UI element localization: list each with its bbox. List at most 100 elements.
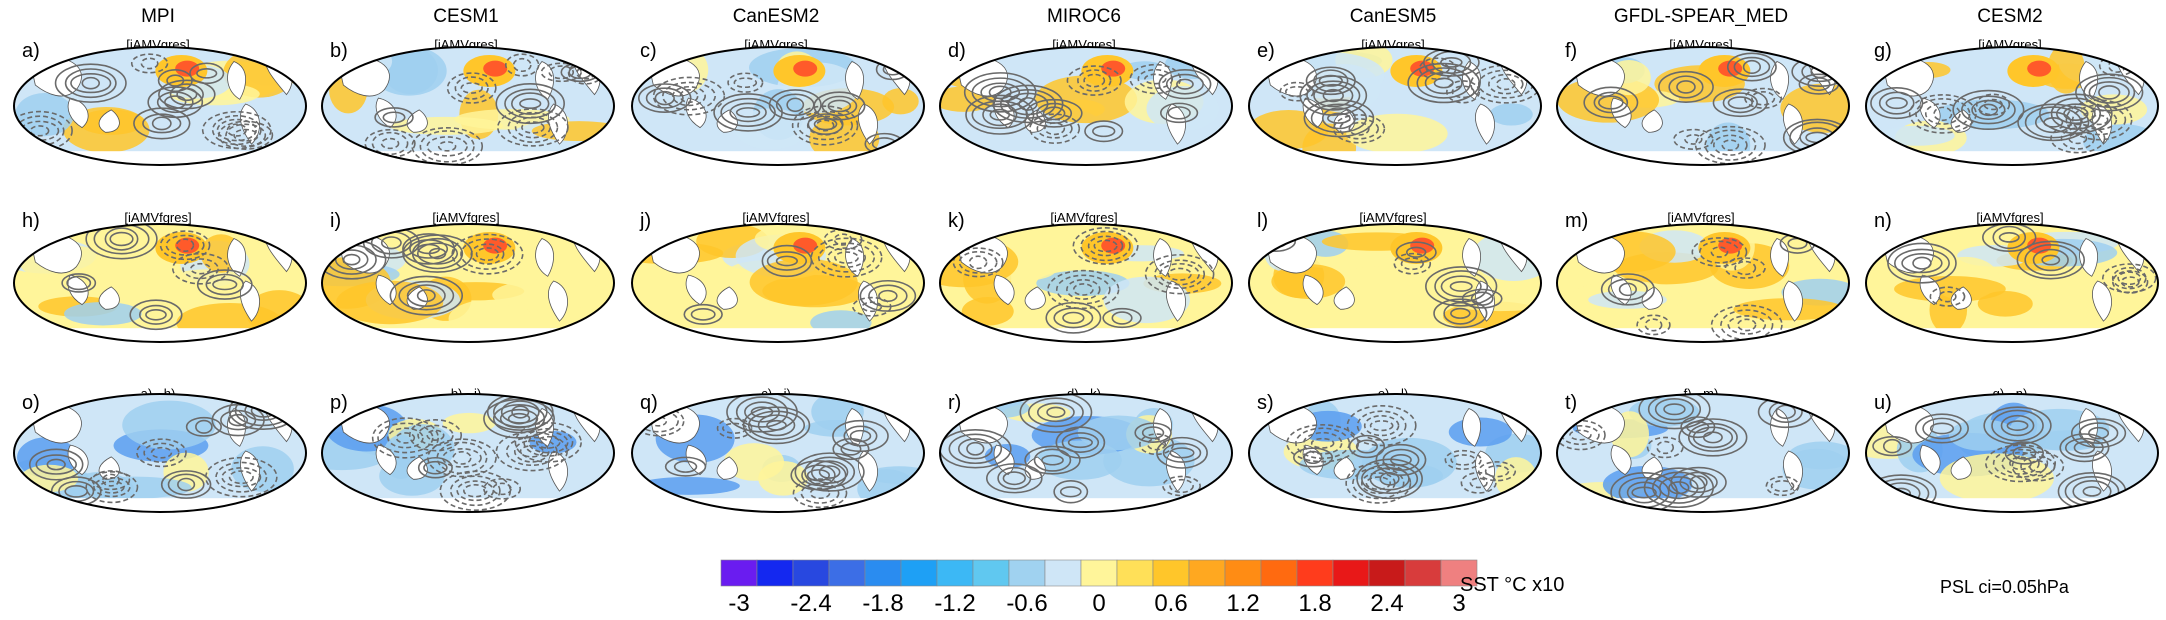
continent-outline	[375, 444, 397, 476]
map-frame	[13, 46, 307, 166]
world-map-panel	[1865, 46, 2159, 166]
psl-contour	[2050, 123, 2106, 154]
psl-contour	[1727, 315, 1767, 335]
psl-contour	[2012, 446, 2037, 460]
psl-contour	[1053, 307, 1094, 329]
psl-contour	[136, 438, 187, 468]
psl-contour	[511, 405, 530, 419]
psl-contour	[1961, 95, 2016, 125]
psl-contour	[1765, 475, 1800, 497]
sst-anomaly-region	[758, 460, 809, 496]
world-map-panel	[631, 393, 925, 513]
panel-letter: u)	[1874, 392, 1892, 414]
psl-contour	[2001, 451, 2040, 475]
continent-outline	[1302, 274, 1324, 306]
colorbar-swatch	[1368, 559, 1406, 587]
psl-contour	[957, 438, 993, 460]
panel-subtitle: [iAMVfgres]	[742, 210, 810, 225]
map-frame	[631, 223, 925, 343]
psl-contour	[1158, 69, 1212, 100]
world-map-panel	[1248, 223, 1542, 343]
psl-contour	[1416, 67, 1471, 99]
sst-anomaly-region	[2047, 47, 2085, 94]
psl-contour	[228, 470, 254, 485]
psl-contour	[1737, 318, 1757, 332]
panel-subtitle: [iAMVfgres]	[1050, 210, 1118, 225]
panel-letter: f)	[1565, 40, 1578, 62]
psl-contour	[1933, 106, 1953, 122]
psl-contour	[165, 234, 205, 256]
psl-contour	[720, 97, 776, 127]
psl-contour	[195, 419, 213, 434]
psl-contour	[1102, 307, 1142, 329]
continent-outline	[1475, 103, 1495, 145]
psl-contour	[61, 273, 97, 293]
psl-contour	[548, 65, 575, 80]
psl-contour	[2102, 263, 2157, 294]
sst-anomaly-region	[383, 47, 438, 95]
psl-contour	[1908, 94, 1977, 134]
model-title: MIROC6	[1047, 6, 1121, 27]
psl-contour	[1991, 409, 2044, 442]
world-map-panel	[939, 393, 1233, 513]
psl-contour	[2032, 248, 2069, 272]
psl-contour	[1914, 413, 1969, 444]
map-frame	[1865, 223, 2159, 343]
continent-outline	[716, 286, 738, 310]
psl-contour	[815, 119, 835, 132]
psl-contour	[70, 73, 112, 94]
psl-contour	[1339, 118, 1379, 140]
psl-contour	[1618, 282, 1637, 297]
psl-contour	[690, 308, 716, 321]
psl-contour	[1299, 75, 1368, 116]
continent-outline	[1770, 238, 1789, 277]
psl-contour	[514, 116, 551, 139]
psl-contour	[54, 63, 127, 103]
psl-contour	[679, 89, 699, 104]
psl-contour	[1080, 230, 1131, 262]
psl-contour	[1332, 114, 1386, 144]
psl-contour	[226, 123, 247, 137]
psl-contour	[460, 82, 483, 94]
antarctica	[1557, 151, 1849, 165]
psl-contour	[182, 258, 219, 280]
antarctica	[940, 328, 1232, 342]
psl-contour	[683, 303, 723, 325]
psl-contour	[2004, 441, 2045, 465]
psl-contour	[868, 284, 908, 308]
psl-contour	[406, 284, 446, 308]
panel-letter: p)	[330, 392, 348, 414]
psl-contour	[460, 238, 515, 270]
psl-contour	[1593, 91, 1629, 114]
antarctica	[1557, 498, 1849, 512]
psl-contour	[402, 234, 473, 273]
psl-contour	[791, 105, 859, 146]
psl-contour	[364, 128, 416, 158]
psl-contour	[1077, 69, 1112, 92]
psl-contour	[483, 398, 555, 439]
antarctica	[14, 498, 306, 512]
sst-anomaly-region	[961, 297, 1014, 326]
world-map-panel	[1865, 223, 2159, 343]
psl-contour	[130, 53, 169, 74]
continent-outline	[548, 280, 568, 322]
psl-contour	[1721, 139, 1740, 152]
psl-contour	[1644, 318, 1663, 332]
psl-contour	[2050, 97, 2102, 130]
psl-contour	[804, 456, 856, 488]
panel-letter: h)	[22, 210, 40, 232]
psl-contour	[952, 247, 1004, 278]
psl-contour	[963, 72, 1037, 113]
psl-contour	[1975, 93, 2011, 116]
model-title: CanESM2	[732, 6, 820, 27]
continent-outline	[858, 103, 878, 145]
psl-contour	[371, 417, 439, 459]
psl-contour	[507, 111, 559, 144]
panel-subtitle: [iAMVfgres]	[1667, 210, 1735, 225]
antarctica	[1866, 498, 2158, 512]
psl-contour	[1744, 87, 1783, 109]
psl-contour-interval-label: PSL ci=0.05hPa	[1940, 577, 2069, 597]
colorbar-swatch	[1152, 559, 1190, 587]
psl-contour	[395, 432, 416, 444]
psl-contour	[519, 98, 542, 110]
